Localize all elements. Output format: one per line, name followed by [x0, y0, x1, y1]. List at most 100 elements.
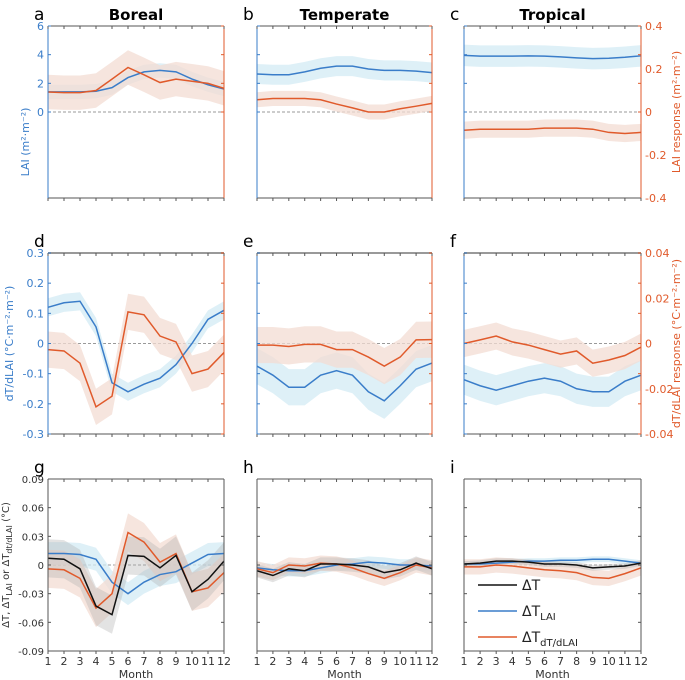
y-tick-label-left: 6 [37, 20, 44, 33]
dT-uncertainty-band [257, 556, 432, 583]
y-axis-label-right: LAI response (m²·m⁻²) [670, 51, 683, 173]
response-uncertainty-band [48, 50, 224, 110]
x-axis-label: Month [327, 668, 362, 680]
panel-letter: i [450, 458, 455, 478]
y-tick-label-right: -0.04 [645, 428, 673, 441]
dT-line [256, 562, 433, 577]
y-tick-label-left: -0.06 [18, 618, 44, 629]
panel-a: 0 2 4 6a Boreal [34, 5, 225, 201]
lai-line [256, 65, 433, 76]
y-tick-label-left: 0.06 [22, 504, 44, 515]
x-axis-label: Month [535, 668, 570, 680]
response-line [463, 127, 642, 135]
lai-line [47, 300, 225, 393]
column-title: Tropical [519, 6, 585, 24]
y-tick-label-right: 0.04 [645, 247, 670, 260]
panel-f: -0.04 -0.02 0 0.02 0.04 f [450, 232, 673, 441]
y-tick-label-left: 0 [37, 106, 44, 119]
x-tick-label: 9 [381, 655, 388, 668]
response-line [47, 310, 225, 409]
response-uncertainty-band [464, 119, 641, 143]
panel-letter: g [34, 458, 45, 478]
label-part: dt/dLAI [5, 525, 14, 553]
y-tick-label-right: 0 [645, 338, 652, 351]
x-tick-label: 7 [557, 655, 564, 668]
y-tick-label-right: 0.02 [645, 292, 670, 305]
x-tick-label: 3 [493, 655, 500, 668]
x-tick-label: 12 [217, 655, 231, 668]
lai-uncertainty-band [464, 360, 641, 407]
column-title: Temperate [300, 6, 390, 24]
x-tick-label: 10 [602, 655, 616, 668]
y-tick-label-right: -0.2 [645, 149, 666, 162]
x-tick-label: 9 [173, 655, 180, 668]
response-line [47, 531, 225, 610]
response-uncertainty-band [257, 321, 432, 385]
response-uncertainty-band [48, 293, 224, 425]
y-tick-label-left: 0 [38, 561, 44, 572]
x-tick-label: 2 [269, 655, 276, 668]
y-tick-label-left: -0.3 [23, 428, 44, 441]
response-uncertainty-band [464, 557, 641, 587]
x-axis-label: Month [119, 668, 154, 680]
panel-e: e [243, 232, 433, 437]
response-line [464, 564, 642, 580]
x-tick-label: 3 [285, 655, 292, 668]
legend-base: ΔT [522, 630, 541, 646]
legend-sub: LAI [540, 612, 556, 623]
y-tick-label-right: -0.02 [645, 383, 673, 396]
panel-letter: d [34, 232, 45, 252]
y-tick-label-right: 0.4 [645, 20, 663, 33]
panel-letter: h [243, 458, 254, 478]
panel-b: b Temperate [243, 5, 433, 201]
x-tick-label: 9 [589, 655, 596, 668]
response-uncertainty-band [464, 322, 641, 377]
lai-uncertainty-band [257, 56, 432, 85]
y-tick-label-left: 0.03 [22, 532, 44, 543]
x-tick-label: 5 [109, 655, 116, 668]
y-tick-label-right: -0.4 [645, 192, 666, 205]
x-tick-label: 2 [61, 655, 68, 668]
x-tick-label: 4 [509, 655, 516, 668]
y-tick-label-left: 4 [37, 49, 44, 62]
label-part: or ΔT [1, 553, 12, 583]
legend-label-response: ΔTdT/dLAI [522, 630, 578, 649]
legend-label-dT: ΔT [522, 578, 541, 594]
x-tick-label: 4 [93, 655, 100, 668]
lai-uncertainty-band [257, 345, 432, 419]
label-part: LAI [5, 583, 14, 595]
panel-g: 1 2 3 4 5 6 7 8 9 10 11 12-0.09-0.06-0.0300.030.060… [18, 458, 231, 680]
x-tick-label: 5 [317, 655, 324, 668]
x-tick-label: 7 [349, 655, 356, 668]
response-line [256, 97, 433, 113]
y-axis-label-right: dT/dLAI response (°C·m⁻²·m⁻²) [670, 259, 683, 428]
y-tick-label-left: 2 [37, 77, 44, 90]
lai-line [463, 374, 642, 393]
legend-base: ΔT [522, 604, 541, 620]
lai-line [256, 362, 433, 402]
y-tick-label-left: -0.03 [18, 590, 44, 601]
y-tick-label-left: -0.2 [23, 398, 44, 411]
y-tick-label-left: 0.3 [27, 247, 45, 260]
lai-line [464, 558, 642, 565]
x-tick-label: 6 [333, 655, 340, 668]
panel-d: -0.3 -0.2 -0.1 0 0.1 0.2 0.3d [23, 232, 225, 441]
panel-c: -0.4 -0.2 0 0.2 0.4 c Tropical [450, 5, 666, 205]
x-tick-label: 11 [409, 655, 423, 668]
y-tick-label-right: 0 [645, 106, 652, 119]
x-tick-label: 11 [618, 655, 632, 668]
x-tick-label: 8 [573, 655, 580, 668]
y-tick-label-left: 0.1 [27, 307, 45, 320]
y-axis-label-left: dT/dLAI (°C·m⁻²·m⁻²) [3, 286, 16, 402]
label-part: (°C) [1, 502, 12, 525]
dT-line [47, 554, 225, 616]
x-tick-label: 2 [477, 655, 484, 668]
response-uncertainty-band [48, 513, 224, 628]
x-tick-label: 3 [77, 655, 84, 668]
response-line [47, 66, 225, 94]
x-tick-label: 11 [201, 655, 215, 668]
